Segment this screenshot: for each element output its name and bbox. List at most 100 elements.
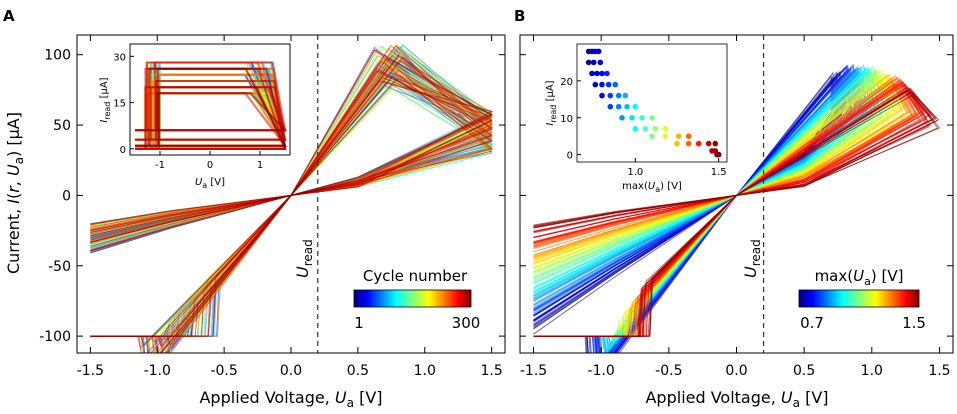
panel-b-inset-point bbox=[649, 133, 655, 139]
panel-b-colorbar-title: max(Ua) [V] bbox=[815, 267, 904, 288]
panel-a-iv-curve bbox=[90, 54, 493, 337]
panel-a-colorbar-min: 1 bbox=[354, 314, 364, 332]
panel-a-inset-curve bbox=[135, 67, 287, 147]
panel-a-xtick-label: -1.0 bbox=[144, 363, 171, 379]
panel-a-iv-curve bbox=[90, 78, 493, 337]
panel-a-curves bbox=[90, 43, 493, 353]
panel-b-inset-point bbox=[590, 59, 597, 66]
panel-b-inset-point bbox=[712, 140, 719, 147]
panel-b-inset-point bbox=[595, 48, 602, 55]
panel-a-inset-ytick-label: 30 bbox=[113, 52, 126, 63]
panel-a-inset-xtick-label: 1 bbox=[257, 160, 263, 171]
panel-b-inset-point bbox=[607, 103, 614, 110]
panel-b-inset-point bbox=[632, 103, 639, 110]
panel-a-iv-curve bbox=[90, 49, 493, 347]
panel-a-xtick-label: 1.5 bbox=[480, 363, 502, 379]
panel-a-inset-curve bbox=[135, 86, 287, 150]
panel-b-colorbar: max(Ua) [V] 0.7 1.5 bbox=[798, 267, 926, 332]
panel-b-iv-curve bbox=[533, 81, 903, 337]
panel-a-xtick-label: -1.5 bbox=[77, 363, 104, 379]
panel-b-inset-points bbox=[585, 48, 722, 158]
panel-b-inset-point bbox=[705, 140, 712, 147]
panel-a-uread-label: Uread bbox=[293, 239, 315, 278]
panel-b-inset-point bbox=[685, 133, 692, 139]
panel-b-iv-curve bbox=[533, 91, 940, 337]
panel-a-inset-xtick-label: -1 bbox=[155, 160, 165, 171]
panel-b-iv-curve bbox=[533, 83, 921, 337]
panel-b-inset-point bbox=[685, 140, 692, 147]
panel-b-inset-xlabel: max(Ua) [V] bbox=[622, 181, 682, 194]
panel-b-inset-point bbox=[674, 140, 680, 147]
panel-b-inset-ylabel: Iread [μA] bbox=[545, 80, 558, 125]
panel-a-ytick-label: 50 bbox=[53, 118, 71, 134]
panel-a-inset-ylabel: Iread [μA] bbox=[99, 77, 112, 122]
panel-b-inset-point bbox=[592, 81, 599, 88]
panel-b-xtick-label: -1.5 bbox=[520, 363, 547, 379]
panel-a-inset-ytick-label: 0 bbox=[120, 145, 126, 156]
panel-b-xtick-label: 0.5 bbox=[793, 363, 815, 379]
panel-a-xtick-label: 0.0 bbox=[280, 363, 302, 379]
panel-b-inset-point bbox=[715, 151, 722, 158]
panel-b-inset-ytick-label: 0 bbox=[567, 151, 573, 162]
panel-a-colorbar-bar bbox=[353, 289, 472, 308]
panel-b-inset-point bbox=[695, 140, 702, 147]
panel-b-inset-point bbox=[615, 103, 622, 110]
panel-b-inset-point bbox=[599, 81, 605, 88]
panel-b-xtick-label: 0.0 bbox=[725, 363, 747, 379]
panel-b-xtick-label: -0.5 bbox=[655, 363, 682, 379]
panel-b-inset-point bbox=[615, 92, 622, 99]
panel-a-xtick-label: 0.5 bbox=[347, 363, 369, 379]
panel-b-inset-point bbox=[652, 126, 659, 132]
panel-b-inset-point bbox=[604, 70, 610, 77]
panel-a-letter: A bbox=[3, 7, 15, 25]
panel-b-inset-point bbox=[675, 133, 682, 139]
panel-a-colorbar-max: 300 bbox=[452, 314, 481, 332]
panel-a-ytick-label: -50 bbox=[48, 259, 71, 275]
panel-a-iv-curve bbox=[90, 76, 493, 337]
panel-a-colorbar-title: Cycle number bbox=[363, 267, 468, 285]
panel-b-inset-point bbox=[585, 59, 592, 66]
panel-b-inset-point bbox=[594, 70, 600, 77]
panel-b-inset-xtick-label: 1.5 bbox=[711, 167, 727, 178]
panel-b-inset-point bbox=[622, 92, 629, 99]
panel-b-colorbar-min: 0.7 bbox=[800, 314, 824, 332]
panel-b-xlabel: Applied Voltage, Ua [V] bbox=[645, 388, 828, 410]
panel-b-letter: B bbox=[514, 7, 525, 25]
panel-b-inset-point bbox=[624, 103, 630, 110]
panel-b-inset-ytick-label: 10 bbox=[560, 114, 573, 125]
panel-b-iv-curve bbox=[533, 94, 941, 337]
panel-b-uread-label: Uread bbox=[741, 239, 763, 278]
panel-b-xtick-label: -1.0 bbox=[588, 363, 615, 379]
panel-a-xtick-label: -0.5 bbox=[210, 363, 237, 379]
panel-a-ytick-label: 0 bbox=[62, 188, 71, 204]
panel-b-inset-ticks: 1.0 1.5 0 10 20 bbox=[560, 77, 726, 178]
panel-a-inset-ytick-label: 15 bbox=[113, 99, 126, 110]
panel-a-iv-curve bbox=[90, 76, 493, 353]
panel-b-inset-point bbox=[662, 133, 669, 139]
panel-b-inset-point bbox=[629, 115, 635, 121]
panel-a-ytick-label: 100 bbox=[44, 48, 71, 64]
panel-b-xtick-label: 1.5 bbox=[928, 363, 950, 379]
panel-b-inset-point bbox=[599, 92, 605, 99]
panel-b-inset-point bbox=[589, 70, 595, 77]
panel-a-ytick-label: -100 bbox=[39, 329, 71, 345]
panel-b-inset-point bbox=[639, 115, 645, 121]
panel-a-ylabel: Current, I(r, Ua) [μA] bbox=[4, 112, 26, 274]
panel-a-inset: -1 0 1 0 15 30 Iread [μA] Ua [V] bbox=[99, 43, 291, 190]
panel-a-iv-curve bbox=[90, 48, 493, 337]
panel-b-inset-point bbox=[607, 92, 614, 99]
panel-a-xlabel: Applied Voltage, Ua [V] bbox=[199, 388, 382, 410]
panel-b: -1.5 -1.0 -0.5 0.0 0.5 1.0 1.5 Uread Applied V… bbox=[519, 34, 954, 410]
panel-b-curves bbox=[533, 63, 941, 353]
panel-b-inset-point bbox=[599, 70, 605, 77]
panel-b-colorbar-max: 1.5 bbox=[902, 314, 926, 332]
panel-a-iv-curve bbox=[90, 80, 493, 348]
panel-b-inset-ytick-label: 20 bbox=[560, 77, 573, 88]
panel-a-inset-curve bbox=[135, 80, 287, 141]
panel-b-xtick-label: 1.0 bbox=[861, 363, 883, 379]
panel-b-inset-point bbox=[662, 126, 669, 132]
panel-b-inset-point bbox=[632, 126, 639, 132]
panel-b-inset-point bbox=[605, 81, 612, 88]
